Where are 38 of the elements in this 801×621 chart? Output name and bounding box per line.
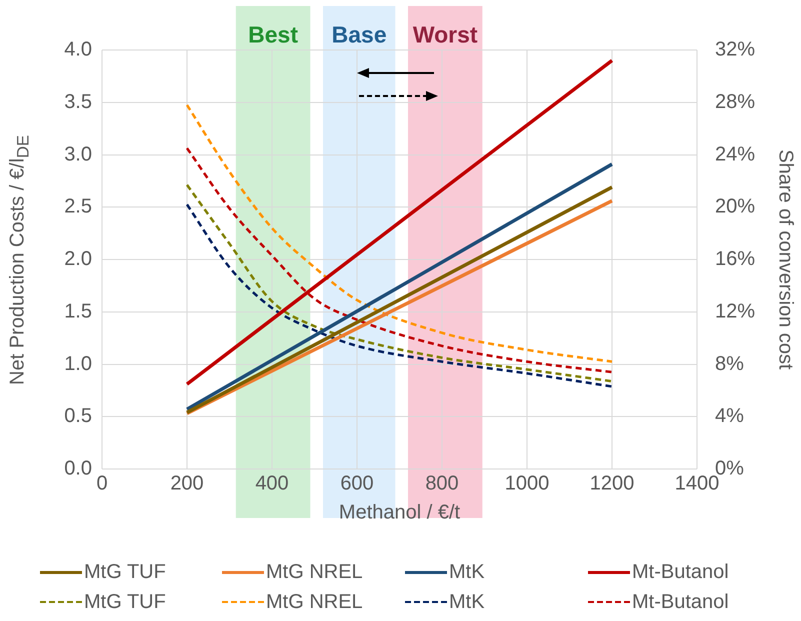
legend-label: Mt-Butanol bbox=[632, 590, 729, 614]
y-tick-label: 1.5 bbox=[64, 300, 92, 322]
y-tick-label: 3.0 bbox=[64, 143, 92, 166]
y2-tick-label: 4% bbox=[715, 405, 744, 428]
band-label: Worst bbox=[412, 21, 478, 48]
x-tick-label: 1000 bbox=[504, 472, 550, 495]
legend-label: MtK bbox=[449, 560, 485, 584]
band-label: Best bbox=[248, 21, 298, 48]
x-tick-label: 800 bbox=[425, 472, 459, 495]
x-tick-label: 200 bbox=[170, 472, 204, 495]
legend-label: MtK bbox=[449, 590, 485, 614]
y2-tick-label: 12% bbox=[715, 300, 756, 322]
y-tick-label: 3.5 bbox=[64, 90, 92, 113]
y2-tick-label: 24% bbox=[715, 143, 756, 166]
legend-label: Mt-Butanol bbox=[632, 560, 729, 584]
y2-axis-title: Share of conversion cost bbox=[774, 149, 796, 370]
x-tick-label: 0 bbox=[96, 472, 108, 495]
legend-label: MtG TUF bbox=[84, 560, 166, 584]
y-tick-label: 2.5 bbox=[64, 196, 92, 218]
y-tick-label: 4.0 bbox=[64, 38, 92, 61]
x-tick-label: 400 bbox=[255, 472, 289, 495]
y-tick-label: 1.0 bbox=[64, 352, 92, 375]
line-series bbox=[186, 104, 614, 363]
y-tick-label: 2.0 bbox=[64, 248, 92, 270]
y2-tick-label: 8% bbox=[715, 352, 744, 375]
band-label: Base bbox=[332, 21, 387, 48]
y2-tick-label: 16% bbox=[715, 248, 756, 270]
legend-label: MtG NREL bbox=[266, 560, 363, 584]
legend-label: MtG NREL bbox=[266, 590, 363, 614]
x-tick-label: 1200 bbox=[590, 472, 634, 495]
y2-tick-label: 20% bbox=[715, 196, 756, 218]
y-tick-label: 0.5 bbox=[64, 405, 92, 428]
y2-tick-label: 32% bbox=[715, 38, 756, 61]
y2-tick-label: 28% bbox=[715, 90, 756, 113]
x-tick-label: 600 bbox=[340, 472, 374, 495]
x-axis-title: Methanol / €/t bbox=[338, 502, 461, 524]
legend-label: MtG TUF bbox=[84, 590, 166, 614]
y-tick-label: 0.0 bbox=[64, 458, 92, 480]
